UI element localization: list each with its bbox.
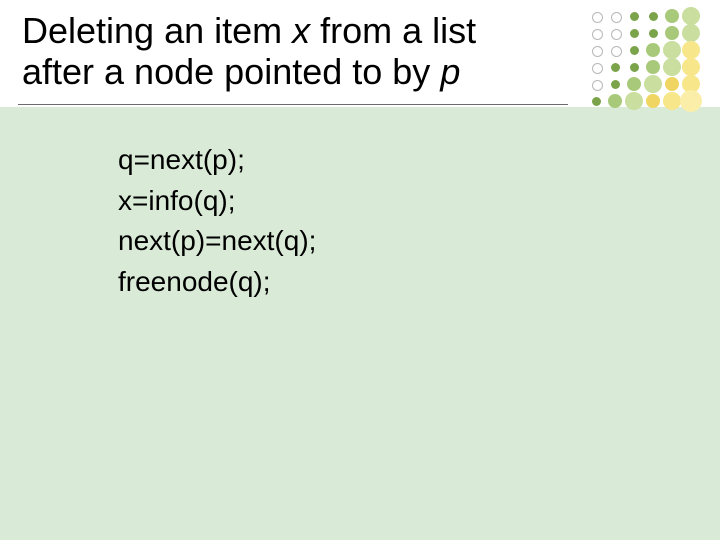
code-line: q=next(p); bbox=[118, 140, 316, 181]
title-line1-pre: Deleting an item bbox=[22, 10, 292, 51]
title-box: Deleting an item x from a list after a n… bbox=[0, 0, 720, 107]
title-line2-pre: after a node pointed to by bbox=[22, 51, 440, 92]
title-var-p: p bbox=[440, 51, 460, 92]
title-var-x: x bbox=[292, 10, 310, 51]
code-line: x=info(q); bbox=[118, 181, 316, 222]
code-line: freenode(q); bbox=[118, 262, 316, 303]
title-line1-post: from a list bbox=[310, 10, 476, 51]
slide: Deleting an item x from a list after a n… bbox=[0, 0, 720, 540]
code-block: q=next(p); x=info(q); next(p)=next(q); f… bbox=[118, 140, 316, 302]
slide-title: Deleting an item x from a list after a n… bbox=[22, 10, 582, 93]
title-rule bbox=[18, 104, 568, 105]
code-line: next(p)=next(q); bbox=[118, 221, 316, 262]
